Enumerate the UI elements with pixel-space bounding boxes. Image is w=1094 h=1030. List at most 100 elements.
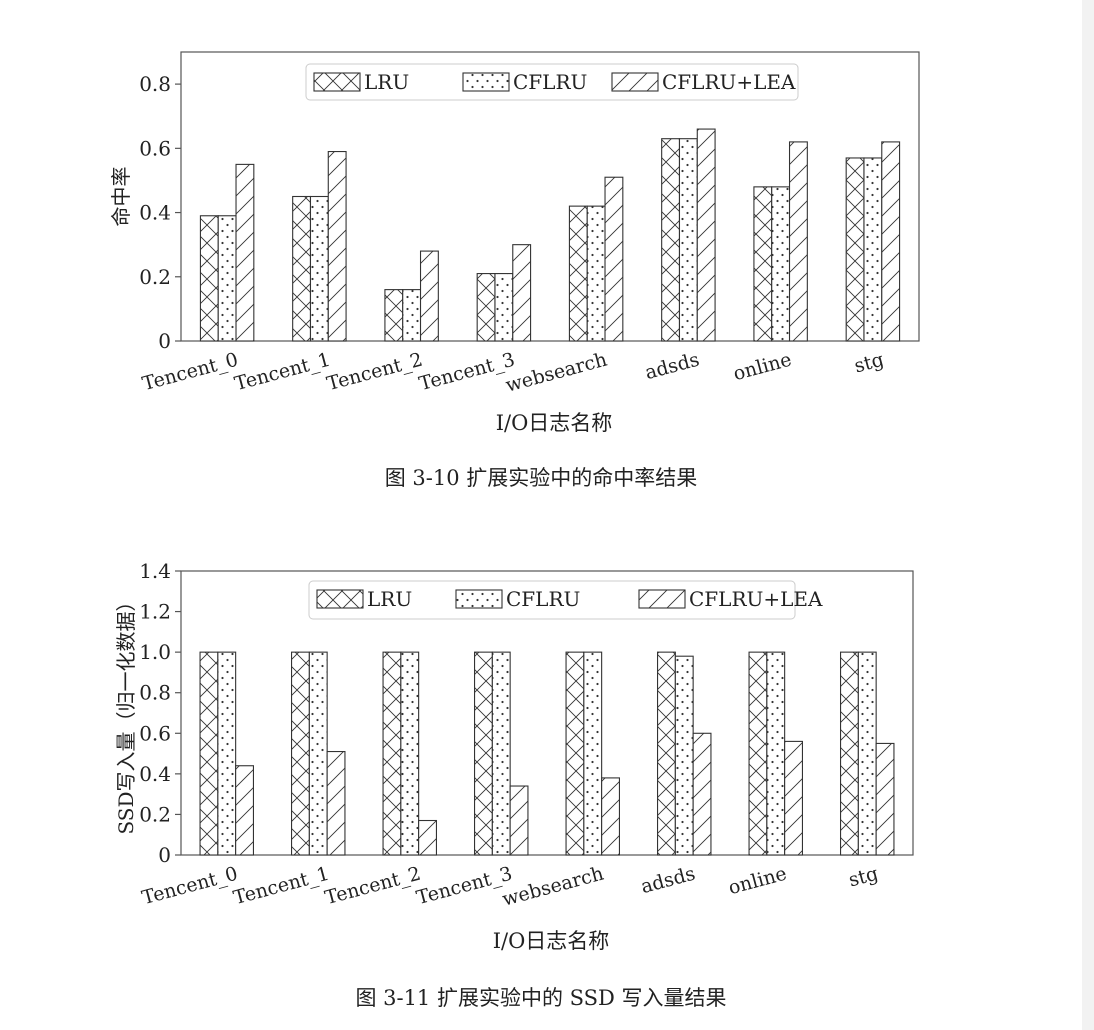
bar-cflru-lea-tencent-2 [418,819,437,856]
bar-lru-tencent-2 [382,651,402,856]
bar-cflru-websearch [586,205,606,342]
y-tick-label: 0.4 [139,762,171,786]
x-tick-label: online [731,349,794,386]
x-tick-label: websearch [503,349,609,397]
bar-lru-tencent-2 [384,289,404,342]
bar-lru-stg [839,651,859,856]
x-axis-label: I/O日志名称 [496,411,613,435]
bar-cflru-lea-websearch [601,777,621,856]
x-tick-label: stg [852,349,886,378]
legend-swatch [313,72,361,92]
bar-lru-tencent-1 [290,651,310,856]
x-tick-label: Tencent_0 [140,863,240,910]
bar-cflru-websearch [583,651,603,856]
y-tick-label: 0.8 [139,681,171,705]
y-tick-label: 0.6 [139,721,171,745]
bar-cflru-lea-stg [881,141,901,342]
y-tick-label: 0.2 [139,802,171,826]
x-tick-label: Tencent_3 [417,349,517,396]
figure-caption-3-11: 图 3-11 扩展实验中的 SSD 写入量结果 [355,986,727,1010]
legend-swatch [455,589,503,609]
y-tick-label: 0.8 [139,72,171,96]
x-tick-label: Tencent_3 [414,863,514,910]
bar-cflru-stg [863,157,883,342]
y-tick-label: 0 [158,843,171,867]
y-tick-label: 1.0 [139,640,171,664]
bar-cflru-tencent-2 [400,651,420,856]
legend-label: CFLRU+LEA [689,587,823,611]
bar-lru-tencent-0 [199,651,219,856]
plot-frame [180,570,914,856]
y-tick-label: 1.4 [139,559,171,583]
page-edge-strip [1082,0,1094,1030]
bar-cflru-lea-adsds [692,732,712,856]
x-tick-label: adsds [639,863,698,899]
bar-lru-tencent-1 [292,195,312,342]
x-tick-label: stg [846,863,880,892]
bar-cflru-tencent-1 [308,651,328,856]
x-tick-label: Tencent_2 [323,863,423,910]
y-tick-label: 0.6 [139,136,171,160]
legend-label: LRU [364,70,409,94]
bar-cflru-lea-tencent-2 [419,250,439,342]
bar-cflru-tencent-2 [402,289,422,342]
bar-lru-tencent-0 [199,215,219,342]
x-axis-label: I/O日志名称 [493,929,610,953]
figure-caption-3-10: 图 3-10 扩展实验中的命中率结果 [384,466,698,490]
legend-swatch [611,72,659,92]
bar-cflru-tencent-3 [494,273,514,342]
bar-cflru-tencent-1 [309,195,329,342]
bar-lru-online [753,186,773,342]
x-tick-label: Tencent_1 [232,349,332,396]
plot-frame [180,51,920,342]
bar-cflru-adsds [678,138,698,342]
legend-swatch [638,589,686,609]
y-tick-label: 1.2 [139,600,171,624]
bar-cflru-tencent-0 [217,651,237,856]
bar-cflru-online [771,186,791,342]
y-tick-label: 0.2 [139,265,171,289]
legend-swatch [462,72,510,92]
bar-lru-adsds [656,651,676,856]
bar-lru-websearch [565,651,585,856]
x-tick-label: Tencent_0 [140,349,240,396]
bar-cflru-lea-websearch [604,176,624,342]
y-tick-label: 0 [158,329,171,353]
legend-label: CFLRU+LEA [662,70,796,94]
legend-label: CFLRU [506,587,580,611]
x-tick-label: Tencent_2 [325,349,425,396]
bar-cflru-online [766,651,786,856]
hit-rate-chart: 0 0.2 0.4 0.6 0.8 Tencent_0Tencent_1Tencent_2… [109,51,920,435]
bar-lru-websearch [568,205,588,342]
bar-cflru-lea-tencent-0 [235,163,255,342]
legend-label: CFLRU [513,70,587,94]
x-tick-label: adsds [643,349,702,385]
bar-cflru-lea-online [784,740,804,856]
bar-cflru-lea-tencent-0 [235,765,254,856]
bar-cflru-tencent-0 [217,215,237,342]
legend-label: LRU [367,587,412,611]
y-axis-label: 命中率 [109,167,133,227]
x-tick-label: websearch [500,863,606,911]
bar-lru-tencent-3 [473,651,493,856]
y-tick-label: 0.4 [139,201,171,225]
legend-swatch [316,589,364,609]
ssd-write-chart: 0 0.2 0.4 0.6 0.8 1.0 1.2 1.4 Tencent_0Tencent_1… [114,559,914,953]
bar-lru-adsds [661,138,681,342]
bar-cflru-lea-tencent-3 [509,785,529,856]
bar-cflru-adsds [674,655,694,856]
bar-lru-tencent-3 [476,273,496,342]
x-tick-label: Tencent_1 [231,863,331,910]
bar-cflru-tencent-3 [491,651,511,856]
bar-lru-online [748,651,768,856]
x-tick-label: online [726,863,789,900]
bar-lru-stg [845,157,865,342]
bar-cflru-lea-tencent-1 [326,750,346,856]
legend-box [305,63,799,101]
bar-cflru-stg [857,651,877,856]
bar-cflru-lea-adsds [696,128,716,342]
bar-cflru-lea-tencent-1 [327,150,347,342]
bar-cflru-lea-stg [875,742,895,856]
y-axis-label: SSD写入量（归一化数据） [114,591,138,834]
bar-cflru-lea-online [788,141,808,342]
